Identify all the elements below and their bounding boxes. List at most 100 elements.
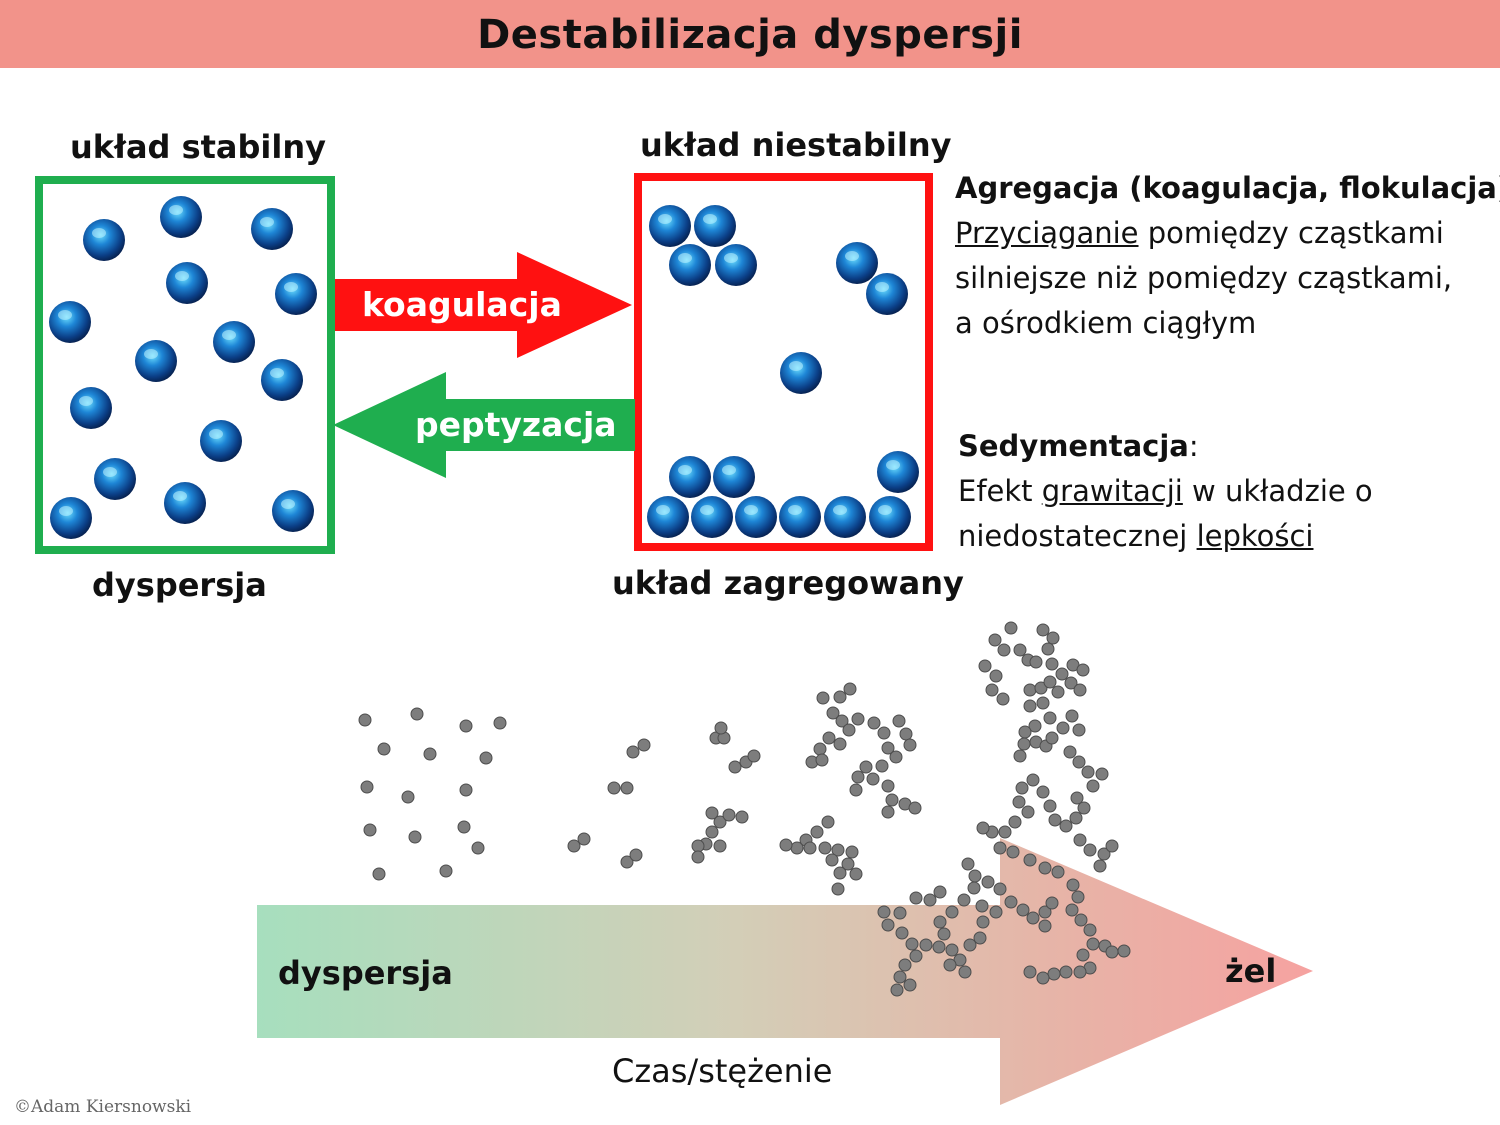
grey-particle [459,719,473,733]
grey-particle [358,713,372,727]
peptization-arrow [333,372,635,478]
grey-particle [831,882,845,896]
grey-particle [363,823,377,837]
sedimentation-line2-pre: niedostatecznej [958,519,1197,553]
grey-particle [714,721,728,735]
particle-highlight [209,429,223,439]
grey-particle [629,848,643,862]
grey-particle [1026,773,1040,787]
particle [213,321,255,363]
particle [649,205,691,247]
grey-particle [1073,683,1087,697]
particle [70,387,112,429]
particle [272,490,314,532]
particle-highlight [59,506,73,516]
grey-particle [903,978,917,992]
grey-particle [976,821,990,835]
particle-highlight [722,465,736,475]
grey-particle [705,806,719,820]
grey-particle [626,745,640,759]
sedimentation-heading: Sedymentacja [958,429,1189,463]
grey-particle [1047,967,1061,981]
grey-particle [747,749,761,763]
coagulation-arrow [335,252,632,358]
grey-particle [919,938,933,952]
grey-particle [620,855,634,869]
grey-particle [1076,663,1090,677]
grey-particle [851,712,865,726]
particle [647,496,689,538]
grey-particle [989,669,1003,683]
particle [166,262,208,304]
stable-system-label: układ stabilny [70,128,326,166]
grey-particle [967,881,981,895]
grey-particle [898,958,912,972]
grey-particle [1069,811,1083,825]
particle-highlight [845,251,859,261]
grey-particle [849,867,863,881]
grey-particle [620,781,634,795]
attraction-term: Przyciąganie [955,216,1139,250]
grey-particle [851,770,865,784]
grey-particle [1063,745,1077,759]
grey-particle [493,716,507,730]
grey-particle [908,801,922,815]
dispersion-start-label: dyspersja [278,954,453,992]
grey-particle [1081,765,1095,779]
grey-particle [821,815,835,829]
grey-particle [833,690,847,704]
grey-particle [877,726,891,740]
grey-particle [996,692,1010,706]
aggregation-line2: silniejsze niż pomiędzy cząstkami, [955,261,1453,295]
grey-particle [932,940,946,954]
grey-particle [841,857,855,871]
dispersion-label: dyspersja [92,566,267,604]
grey-particle [1015,781,1029,795]
grey-particle [471,841,485,855]
grey-particle [705,825,719,839]
grey-particle [810,825,824,839]
grey-particle [961,857,975,871]
particle [866,273,908,315]
grey-particle [1038,861,1052,875]
grey-particle [849,783,863,797]
particle [251,208,293,250]
grey-particle [881,805,895,819]
grey-particle [1105,945,1119,959]
header-bar [0,0,1500,68]
grey-particle [1086,937,1100,951]
peptization-label: peptyzacja [415,405,617,444]
particle [49,301,91,343]
particle [779,496,821,538]
grey-particle [1038,905,1052,919]
grey-particle [993,882,1007,896]
grey-particle [905,937,919,951]
grey-particle [439,864,453,878]
grey-particle [903,738,917,752]
grey-particle [790,841,804,855]
aggregation-line1: pomiędzy cząstkami [1138,216,1444,250]
grey-particle [993,841,1007,855]
grey-particle [933,885,947,899]
grey-particle [1017,737,1031,751]
particle [94,458,136,500]
grey-particle [825,853,839,867]
grey-particle [963,938,977,952]
unstable-system-label: układ niestabilny [640,126,952,164]
grey-particle [815,753,829,767]
grey-particle [1051,865,1065,879]
grey-particle [997,643,1011,657]
particle [869,496,911,538]
gel-end-label: żel [1225,952,1277,990]
grey-particle [981,875,995,889]
grey-particle [893,970,907,984]
grey-particle [1072,755,1086,769]
page-title: Destabilizacja dyspersji [477,12,1023,58]
grey-particle [1018,725,1032,739]
grey-particle [1076,948,1090,962]
grey-particle [985,683,999,697]
grey-particle [909,949,923,963]
grey-particle [826,706,840,720]
